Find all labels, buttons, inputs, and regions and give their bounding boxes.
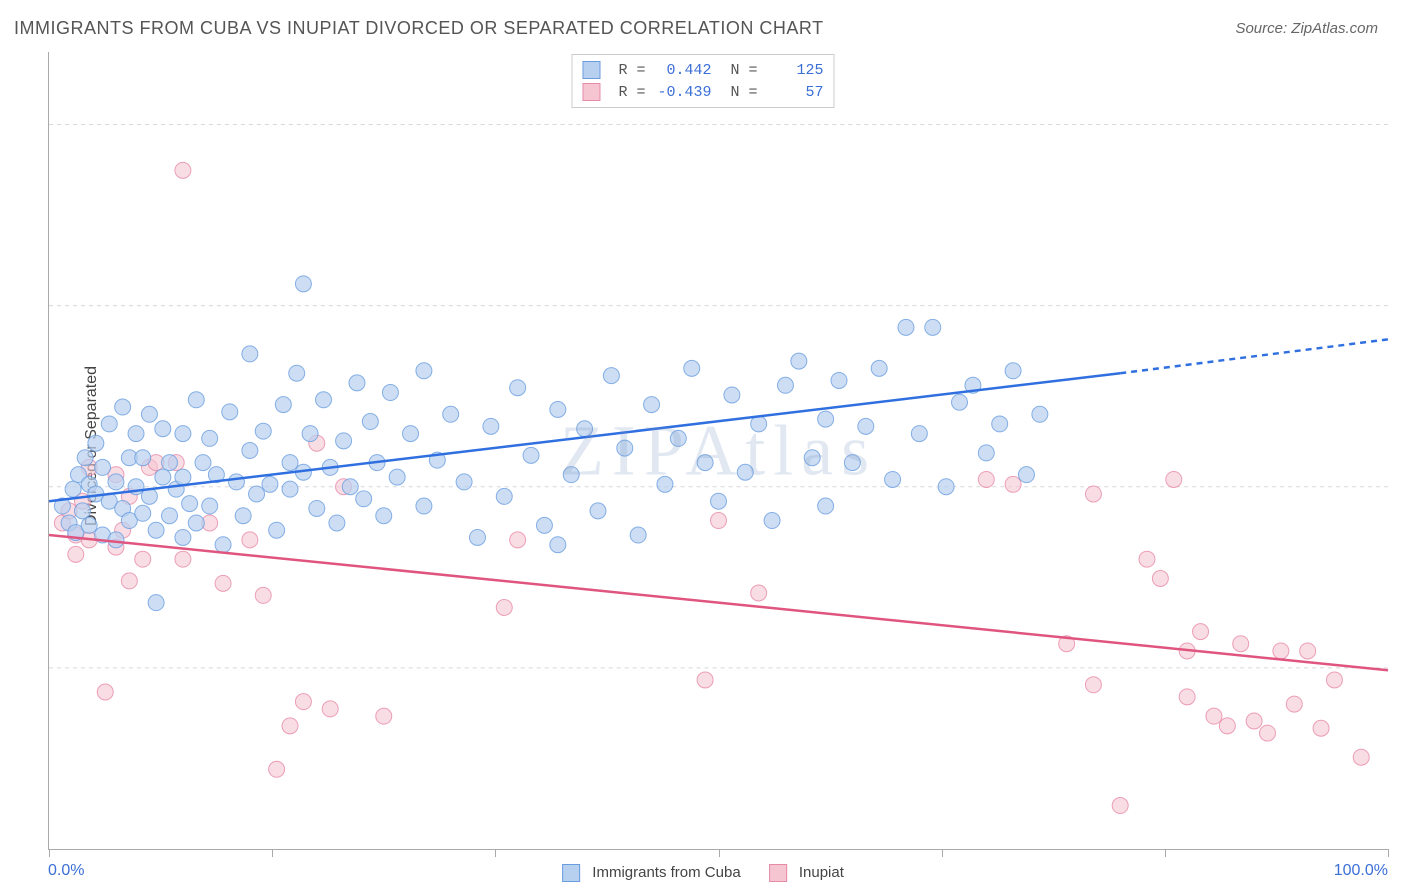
- x-tick: [49, 849, 50, 857]
- legend-swatch-inupiat: [769, 864, 787, 882]
- legend-label-inupiat: Inupiat: [799, 864, 844, 881]
- legend-label-cuba: Immigrants from Cuba: [592, 864, 740, 881]
- legend-swatch-cuba: [562, 864, 580, 882]
- legend-swatch-inupiat: [582, 83, 600, 101]
- stats-legend: R = 0.442 N = 125 R = -0.439 N = 57: [571, 54, 834, 108]
- r-value-cuba: 0.442: [656, 62, 712, 79]
- n-value-cuba: 125: [768, 62, 824, 79]
- r-value-inupiat: -0.439: [656, 84, 712, 101]
- x-axis-max-label: 100.0%: [1334, 862, 1388, 880]
- x-tick: [495, 849, 496, 857]
- r-label: R =: [618, 84, 645, 101]
- stats-row-cuba: R = 0.442 N = 125: [582, 59, 823, 81]
- n-label: N =: [722, 84, 758, 101]
- x-tick: [719, 849, 720, 857]
- stats-row-inupiat: R = -0.439 N = 57: [582, 81, 823, 103]
- chart-title: IMMIGRANTS FROM CUBA VS INUPIAT DIVORCED…: [14, 18, 824, 39]
- r-label: R =: [618, 62, 645, 79]
- x-tick: [272, 849, 273, 857]
- plot-area: ZIPAtlas 7.5%15.0%22.5%30.0%: [48, 52, 1388, 850]
- x-tick: [942, 849, 943, 857]
- legend-item-inupiat: Inupiat: [769, 864, 844, 882]
- n-value-inupiat: 57: [768, 84, 824, 101]
- series-legend: Immigrants from Cuba Inupiat: [562, 864, 844, 882]
- x-tick: [1388, 849, 1389, 857]
- legend-item-cuba: Immigrants from Cuba: [562, 864, 741, 882]
- x-tick: [1165, 849, 1166, 857]
- chart-svg: [49, 52, 1388, 849]
- legend-swatch-cuba: [582, 61, 600, 79]
- n-label: N =: [722, 62, 758, 79]
- x-axis-min-label: 0.0%: [48, 862, 84, 880]
- source-attribution: Source: ZipAtlas.com: [1235, 20, 1378, 37]
